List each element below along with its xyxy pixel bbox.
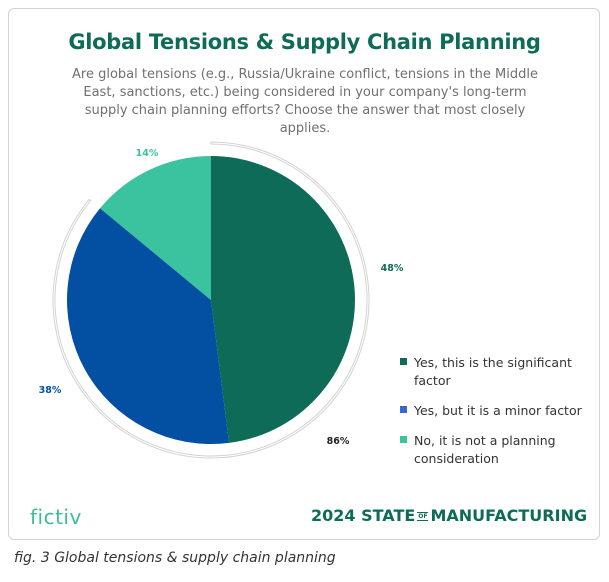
brand-of: OF: [417, 512, 429, 521]
legend-swatch-significant: [400, 358, 407, 365]
legend: Yes, this is the significant factor Yes,…: [400, 354, 590, 480]
pie-slice-yes-but-it-is-a-minor-factor: [66, 208, 230, 444]
brand-year: 2024 STATE: [311, 506, 416, 525]
legend-label-not-considered: No, it is not a planning consideration: [414, 433, 556, 466]
pie-slice-no-it-is-not-a-planning-consideration: [100, 156, 211, 300]
data-label-no-it-is-not-a-planning-consideration: 14%: [136, 148, 159, 159]
figure-caption: fig. 3 Global tensions & supply chain pl…: [14, 550, 336, 566]
data-label-yes-this-is-the-significant-factor: 48%: [381, 263, 404, 274]
legend-item-minor: Yes, but it is a minor factor: [400, 402, 590, 420]
chart-title: Global Tensions & Supply Chain Planning: [68, 30, 541, 54]
pie-slice-yes-this-is-the-significant-factor: [211, 156, 356, 443]
legend-item-not-considered: No, it is not a planning consideration: [400, 432, 590, 468]
data-label-yes-but-it-is-a-minor-factor: 38%: [39, 385, 62, 396]
state-of-manufacturing-logo: 2024 STATE OF MANUFACTURING: [311, 506, 587, 525]
legend-swatch-minor: [400, 406, 407, 413]
data-label-combined: 86%: [327, 436, 350, 447]
legend-swatch-not-considered: [400, 436, 407, 443]
combined-arc: [52, 141, 370, 459]
legend-label-minor: Yes, but it is a minor factor: [414, 403, 582, 418]
legend-label-significant: Yes, this is the significant factor: [414, 355, 572, 388]
fictiv-logo: fictiv: [30, 505, 82, 529]
legend-item-significant: Yes, this is the significant factor: [400, 354, 590, 390]
brand-rest: MANUFACTURING: [430, 506, 588, 525]
chart-subtitle: Are global tensions (e.g., Russia/Ukrain…: [72, 67, 538, 136]
